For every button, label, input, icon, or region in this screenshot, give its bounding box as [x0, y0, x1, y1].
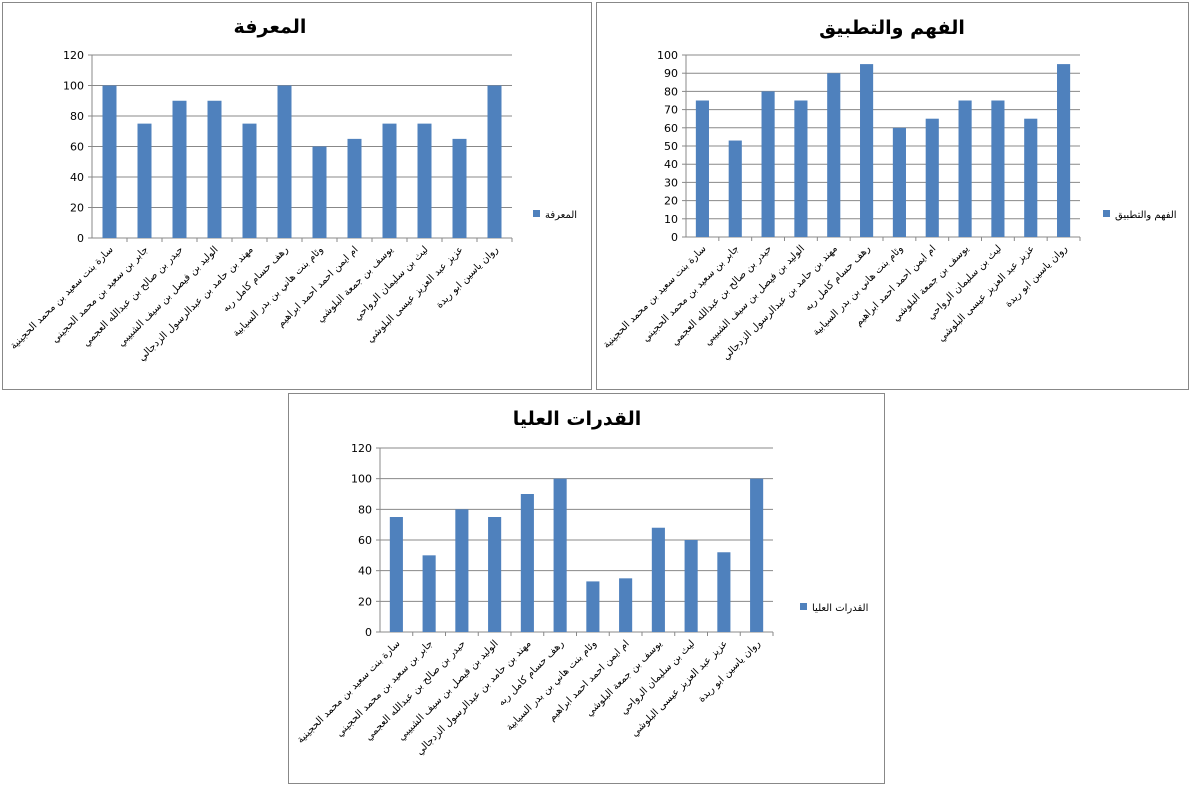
y-tick-label: 80 — [358, 503, 372, 516]
bar — [207, 100, 222, 238]
bar — [455, 509, 469, 632]
bar — [586, 581, 600, 632]
y-tick-label: 20 — [70, 202, 84, 215]
bar — [728, 140, 742, 237]
y-tick-label: 60 — [358, 534, 372, 547]
bar — [422, 555, 436, 632]
bar — [172, 100, 187, 238]
chart-panel: الفهم والتطبيق0102030405060708090100سارة… — [596, 2, 1189, 390]
bar — [684, 540, 698, 632]
bar — [520, 494, 534, 632]
bar — [347, 138, 362, 238]
y-tick-label: 50 — [664, 140, 678, 153]
bar — [452, 138, 467, 238]
legend-label: القدرات العليا — [812, 603, 868, 614]
bar — [750, 478, 764, 632]
y-tick-label: 40 — [70, 171, 84, 184]
panel-border — [596, 2, 1189, 390]
y-tick-label: 100 — [351, 473, 372, 486]
legend-label: الفهم والتطبيق — [1115, 210, 1177, 221]
chart-title: المعرفة — [234, 16, 307, 38]
chart-title: الفهم والتطبيق — [819, 17, 965, 39]
legend-swatch — [533, 210, 540, 217]
bar — [1057, 64, 1071, 237]
y-tick-label: 0 — [77, 232, 84, 245]
bar — [487, 85, 502, 238]
y-tick-label: 20 — [358, 595, 372, 608]
y-tick-label: 100 — [657, 49, 678, 62]
y-tick-label: 0 — [671, 231, 678, 244]
bar — [761, 91, 775, 238]
legend-swatch — [800, 603, 807, 610]
y-tick-label: 100 — [63, 80, 84, 93]
y-tick-label: 10 — [664, 213, 678, 226]
bar — [619, 578, 633, 632]
bar — [925, 118, 939, 237]
bar — [389, 517, 403, 632]
bar — [277, 85, 292, 238]
bar — [312, 146, 327, 238]
y-tick-label: 80 — [664, 85, 678, 98]
y-tick-label: 40 — [358, 565, 372, 578]
bar — [382, 123, 397, 238]
y-tick-label: 60 — [664, 122, 678, 135]
y-tick-label: 120 — [63, 49, 84, 62]
bar — [695, 100, 709, 237]
bar — [717, 552, 731, 632]
legend-label: المعرفة — [545, 210, 577, 221]
bar — [860, 64, 874, 237]
y-tick-label: 80 — [70, 110, 84, 123]
bar — [417, 123, 432, 238]
bar — [794, 100, 808, 237]
bar — [991, 100, 1005, 237]
y-tick-label: 120 — [351, 442, 372, 455]
chart-title: القدرات العليا — [513, 408, 641, 430]
y-tick-label: 20 — [664, 195, 678, 208]
bar — [958, 100, 972, 237]
bar — [827, 73, 841, 237]
bar — [892, 127, 906, 237]
bar — [1024, 118, 1038, 237]
y-tick-label: 60 — [70, 141, 84, 154]
bar — [102, 85, 117, 238]
y-tick-label: 40 — [664, 158, 678, 171]
bar — [553, 478, 567, 632]
bar — [488, 517, 502, 632]
bar — [651, 527, 665, 632]
y-tick-label: 30 — [664, 176, 678, 189]
legend-swatch — [1103, 210, 1110, 217]
y-tick-label: 90 — [664, 67, 678, 80]
bar — [242, 123, 257, 238]
y-tick-label: 70 — [664, 104, 678, 117]
y-tick-label: 0 — [365, 626, 372, 639]
bar — [137, 123, 152, 238]
